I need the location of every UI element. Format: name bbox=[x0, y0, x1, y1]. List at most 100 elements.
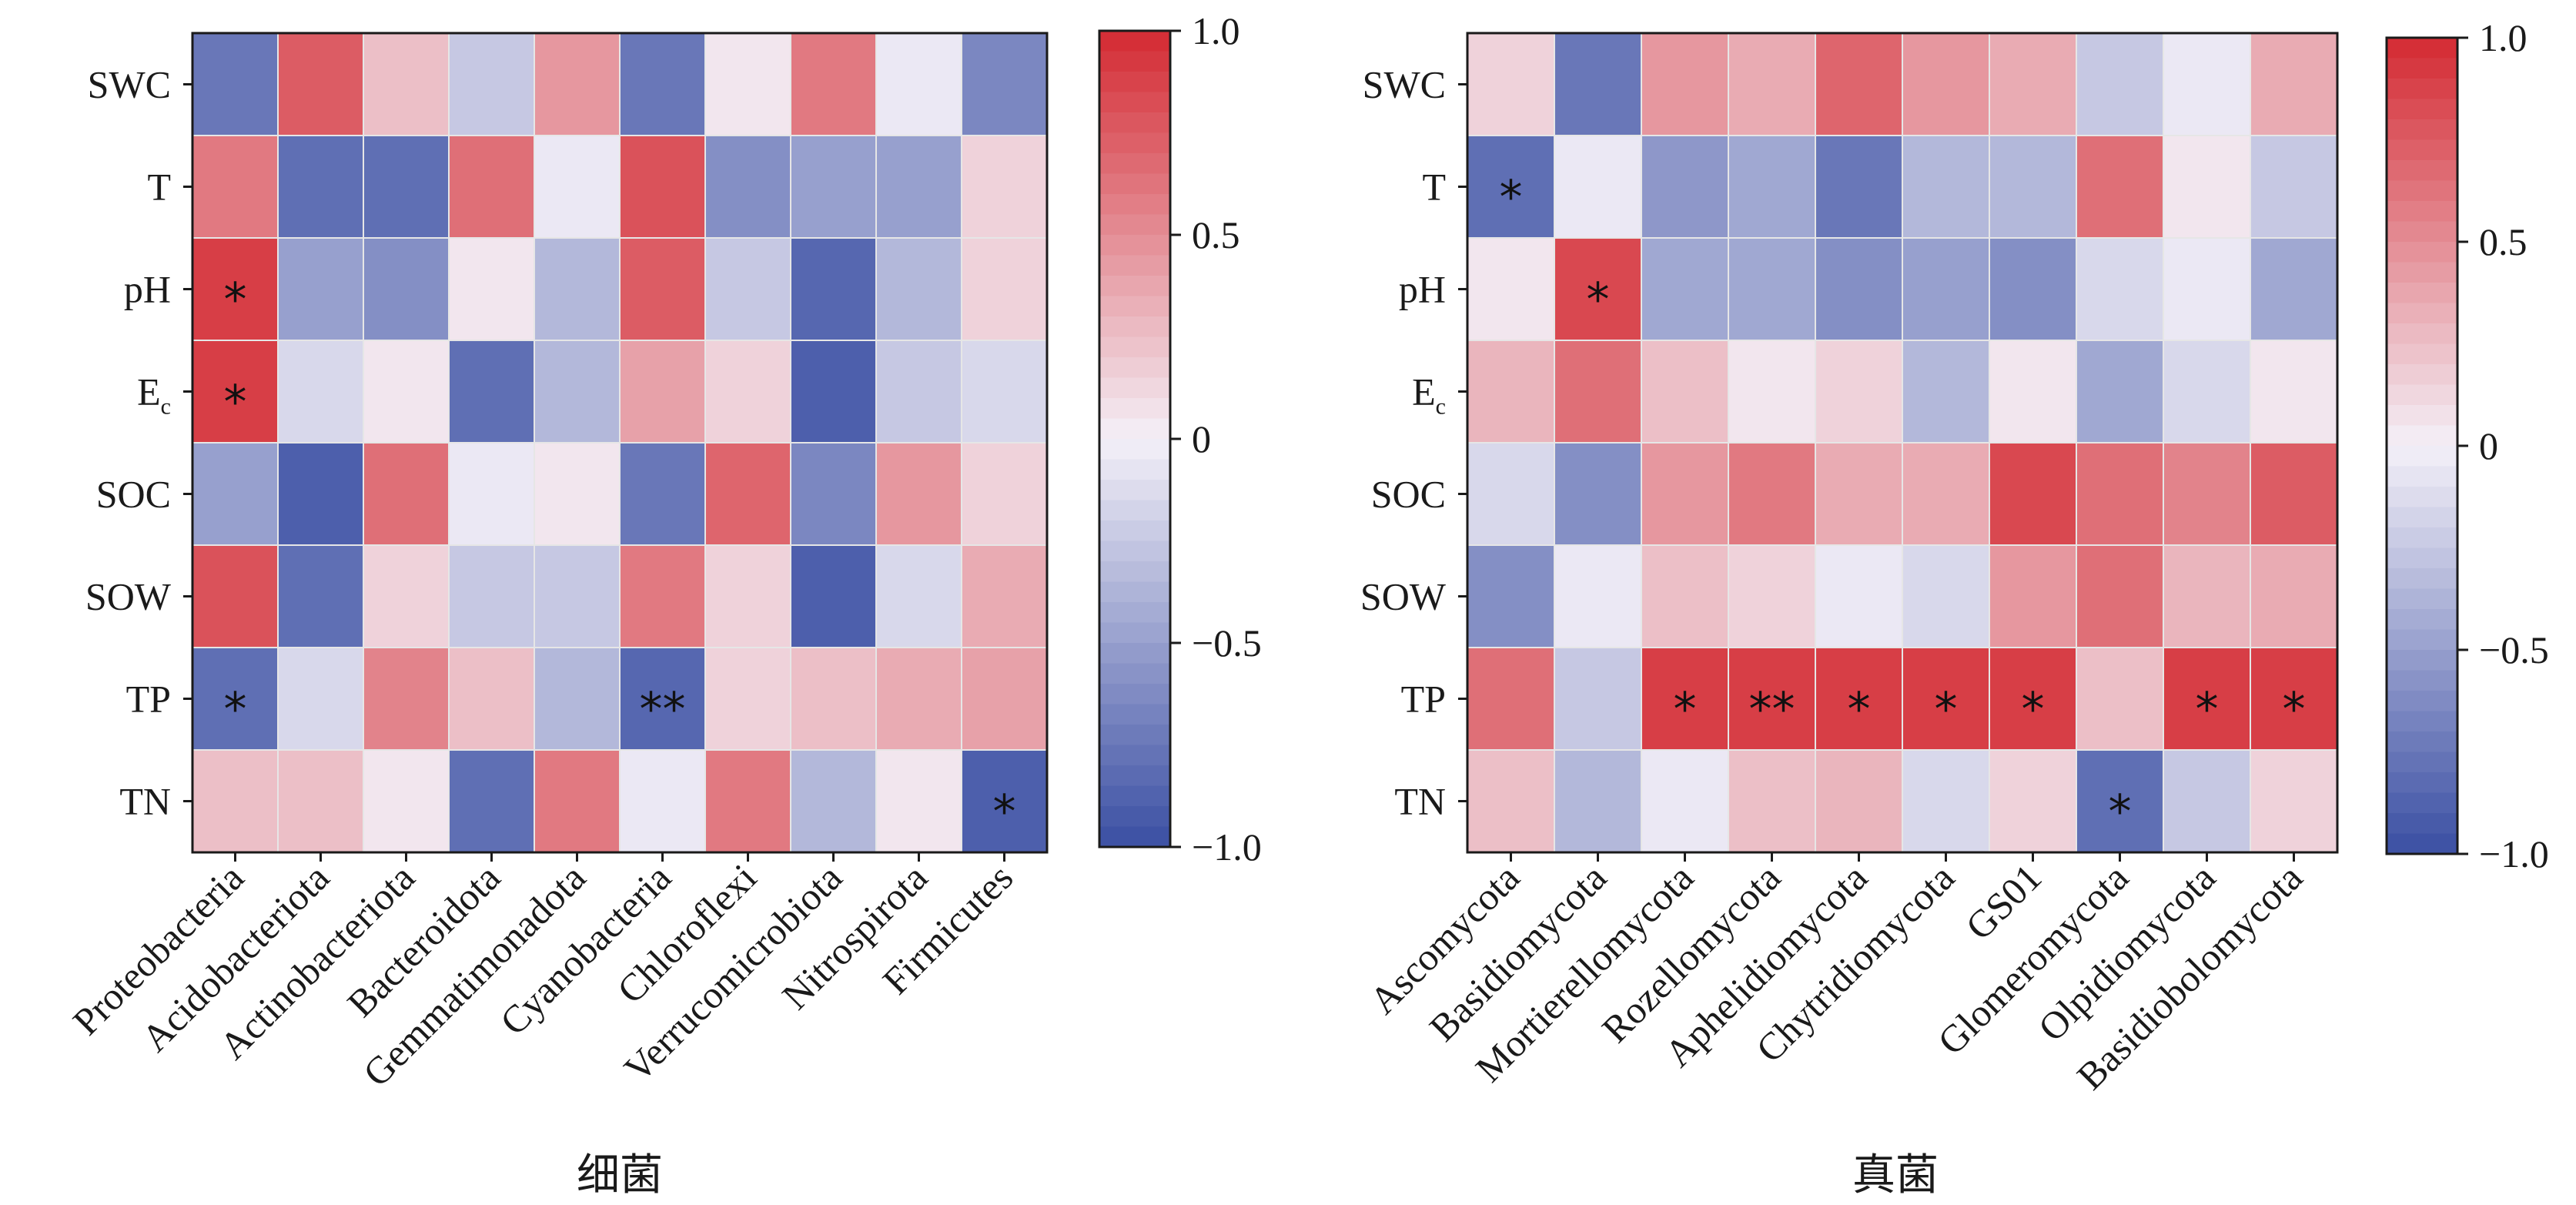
column-labels: ProteobacteriaAcidobacteriotaActinobacte… bbox=[65, 852, 1021, 1095]
heatmap-cell-t-nitrospirota bbox=[875, 135, 962, 239]
heatmap-cell-swc-cyanobacteria bbox=[619, 32, 706, 136]
colorbar-segment bbox=[2387, 160, 2457, 182]
colorbar: 1.0 0.5 0 −0.5 −1.0 bbox=[1098, 9, 1262, 869]
colorbar-segment bbox=[1099, 112, 1170, 134]
colorbar-tick-label: 0.5 bbox=[1192, 213, 1240, 256]
row-labels: SWC TpH Ec SOC SOW TP TN bbox=[85, 63, 192, 823]
heatmap-cell-e-c-aphelidiomycota bbox=[1815, 340, 1903, 444]
significance-mark-tp-gs01: * bbox=[2022, 683, 2045, 737]
colorbar-segment bbox=[2387, 507, 2457, 528]
heatmap-cell-sow-chytridiomycota bbox=[1902, 544, 1990, 648]
heatmap-cell-soc-olpidiomycota bbox=[2163, 442, 2251, 546]
colorbar-segment bbox=[2387, 180, 2457, 202]
colorbar-segment bbox=[2387, 139, 2457, 161]
heatmap-cell-t-olpidiomycota bbox=[2163, 135, 2251, 239]
heatmap-cell-tn-nitrospirota bbox=[875, 749, 962, 853]
heatmap-cell-tn-rozellomycota bbox=[1728, 749, 1816, 853]
heatmap-cell-e-c-verrucomicrobiota bbox=[790, 340, 877, 444]
heatmap-cell-e-c-actinobacteriota bbox=[363, 340, 450, 444]
heatmap-cell-tp-proteobacteria bbox=[192, 647, 279, 751]
colorbar-segment bbox=[2387, 568, 2457, 590]
colorbar-segment bbox=[1099, 31, 1170, 52]
heatmap-cell-e-c-basidiobolomycota bbox=[2250, 340, 2338, 444]
heatmap-cell-soc-ascomycota bbox=[1467, 442, 1555, 546]
heatmap-cell-tp-chloroflexi bbox=[704, 647, 791, 751]
colorbar-tick-label: 1.0 bbox=[1192, 9, 1240, 52]
significance-mark-tp-olpidiomycota: * bbox=[2196, 683, 2219, 737]
colorbar-segment bbox=[1099, 745, 1170, 766]
heatmap-cell-sow-actinobacteriota bbox=[363, 544, 450, 648]
colorbar-segment bbox=[1099, 357, 1170, 379]
heatmap-cell-t-mortierellomycota bbox=[1641, 135, 1729, 239]
significance-mark-tp-mortierellomycota: * bbox=[1674, 683, 1697, 737]
heatmap-cell-ph-verrucomicrobiota bbox=[790, 237, 877, 341]
colorbar-segment bbox=[1099, 480, 1170, 501]
heatmap-cell-e-c-firmicutes bbox=[961, 340, 1048, 444]
heatmap-cell-ph-cyanobacteria bbox=[619, 237, 706, 341]
row-label-tp: TP bbox=[126, 678, 171, 721]
colorbar-segment bbox=[1099, 622, 1170, 644]
x-axis-label: 细菌 bbox=[577, 1150, 663, 1200]
heatmap-cell-ph-glomeromycota bbox=[2076, 237, 2164, 341]
heatmap-cell-soc-proteobacteria bbox=[192, 442, 279, 546]
colorbar-segment bbox=[1099, 500, 1170, 521]
row-label-swc: SWC bbox=[88, 63, 171, 106]
colorbar-segment bbox=[2387, 323, 2457, 345]
heatmap-cell-tp-glomeromycota bbox=[2076, 647, 2164, 751]
heatmap-cell-e-c-cyanobacteria bbox=[619, 340, 706, 444]
heatmap-cell-tn-bacteroidota bbox=[448, 749, 535, 853]
heatmap-cell-tp-actinobacteriota bbox=[363, 647, 450, 751]
colorbar-segment bbox=[1099, 643, 1170, 664]
heatmap-cell-tn-olpidiomycota bbox=[2163, 749, 2251, 853]
colorbar-segment bbox=[1099, 581, 1170, 603]
heatmap-cell-e-c-gs01 bbox=[1989, 340, 2077, 444]
heatmap-cell-e-c-nitrospirota bbox=[875, 340, 962, 444]
heatmap-cell-sow-gemmatimonadota bbox=[534, 544, 621, 648]
colorbar-segment bbox=[2387, 446, 2457, 467]
significance-mark-t-ascomycota: * bbox=[1500, 171, 1523, 225]
heatmap-cell-tn-chloroflexi bbox=[704, 749, 791, 853]
colorbar-tick-label: −0.5 bbox=[2479, 628, 2549, 671]
significance-mark-tn-glomeromycota: * bbox=[2109, 785, 2132, 839]
heatmap-cell-tn-gs01 bbox=[1989, 749, 2077, 853]
colorbar-segment bbox=[1099, 684, 1170, 705]
row-label-e-c: Ec bbox=[1412, 370, 1446, 420]
colorbar-tick-label: 0.5 bbox=[2479, 220, 2527, 263]
heatmap-cell-tp-nitrospirota bbox=[875, 647, 962, 751]
heatmap-cell-tp-firmicutes bbox=[961, 647, 1048, 751]
heatmap-cell-e-c-acidobacteriota bbox=[277, 340, 364, 444]
heatmap-frame bbox=[1466, 32, 2339, 854]
heatmap-cell-tn-ascomycota bbox=[1467, 749, 1555, 853]
heatmap-cell-swc-chytridiomycota bbox=[1902, 32, 1990, 136]
heatmap-cell-sow-ascomycota bbox=[1467, 544, 1555, 648]
heatmap-cell-swc-nitrospirota bbox=[875, 32, 962, 136]
heatmap-cell-tn-proteobacteria bbox=[192, 749, 279, 853]
heatmap-cell-ph-aphelidiomycota bbox=[1815, 237, 1903, 341]
colorbar-segment bbox=[2387, 242, 2457, 263]
colorbar-segment bbox=[2387, 466, 2457, 487]
heatmap-cell-ph-ascomycota bbox=[1467, 237, 1555, 341]
colorbar-segment bbox=[1099, 173, 1170, 195]
row-label-soc: SOC bbox=[96, 473, 171, 516]
heatmap-cell-sow-aphelidiomycota bbox=[1815, 544, 1903, 648]
heatmap-cell-t-rozellomycota bbox=[1728, 135, 1816, 239]
heatmap-cell-ph-olpidiomycota bbox=[2163, 237, 2251, 341]
heatmap-cell-swc-acidobacteriota bbox=[277, 32, 364, 136]
row-label-sow: SOW bbox=[1360, 575, 1447, 618]
heatmap-cell-sow-chloroflexi bbox=[704, 544, 791, 648]
colorbar-segment bbox=[2387, 58, 2457, 79]
significance-mark-tp-rozellomycota: ** bbox=[1749, 683, 1795, 737]
colorbar-tick-label: −0.5 bbox=[1192, 621, 1262, 664]
heatmap-cell-e-c-olpidiomycota bbox=[2163, 340, 2251, 444]
heatmap-cell-ph-chytridiomycota bbox=[1902, 237, 1990, 341]
heatmap-cell-swc-basidiobolomycota bbox=[2250, 32, 2338, 136]
row-label-e-c: Ec bbox=[137, 370, 171, 420]
row-labels: SWC TpH Ec SOC SOW TP TN bbox=[1360, 63, 1467, 823]
colorbar-segment bbox=[2387, 221, 2457, 243]
heatmap-cell-sow-verrucomicrobiota bbox=[790, 544, 877, 648]
heatmap-cell-sow-olpidiomycota bbox=[2163, 544, 2251, 648]
heatmap-cell-swc-mortierellomycota bbox=[1641, 32, 1729, 136]
colorbar-segment bbox=[1099, 785, 1170, 807]
heatmap-cell-soc-chytridiomycota bbox=[1902, 442, 1990, 546]
